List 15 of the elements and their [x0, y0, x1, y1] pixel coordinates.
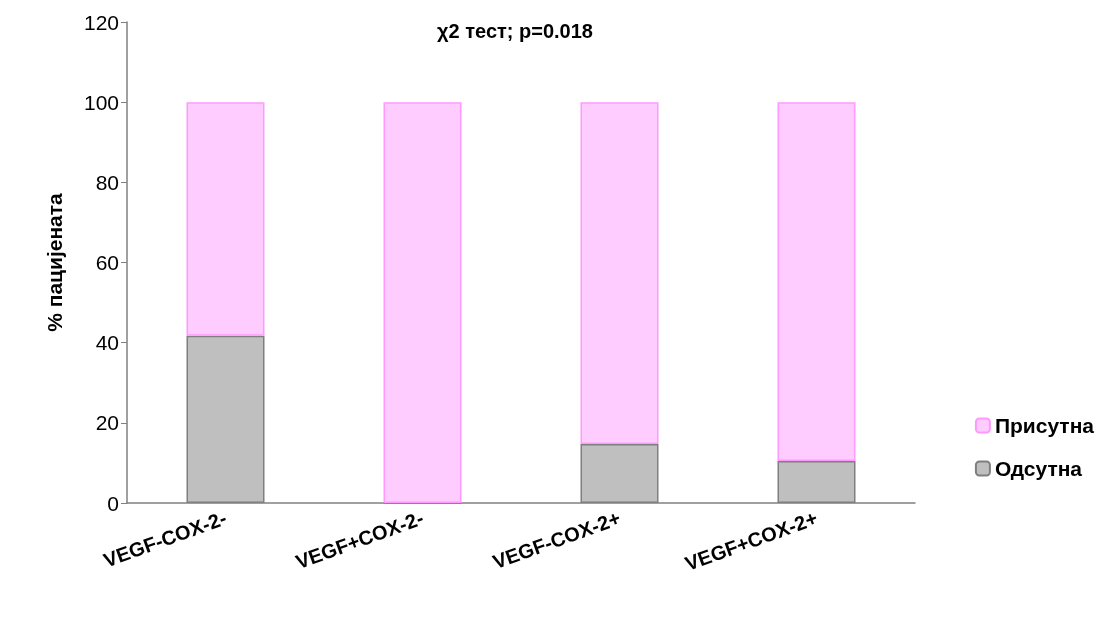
bar — [383, 102, 462, 503]
legend-label: Одсутна — [994, 457, 1083, 480]
legend-label: Присутна — [994, 414, 1095, 437]
bar — [186, 102, 265, 336]
y-tick-label: 80 — [95, 170, 119, 194]
chart-title: χ2 тест; p=0.018 — [437, 20, 593, 42]
y-tick-label: 0 — [107, 491, 119, 515]
y-tick-label: 120 — [83, 10, 119, 34]
y-axis-title: % пацијената — [43, 192, 66, 332]
y-tick-label: 60 — [95, 251, 119, 274]
bar — [777, 102, 856, 461]
bar — [580, 102, 659, 445]
y-tick-label: 20 — [95, 411, 119, 435]
y-tick-label: 40 — [95, 331, 119, 355]
y-tick-label: 100 — [83, 90, 119, 114]
